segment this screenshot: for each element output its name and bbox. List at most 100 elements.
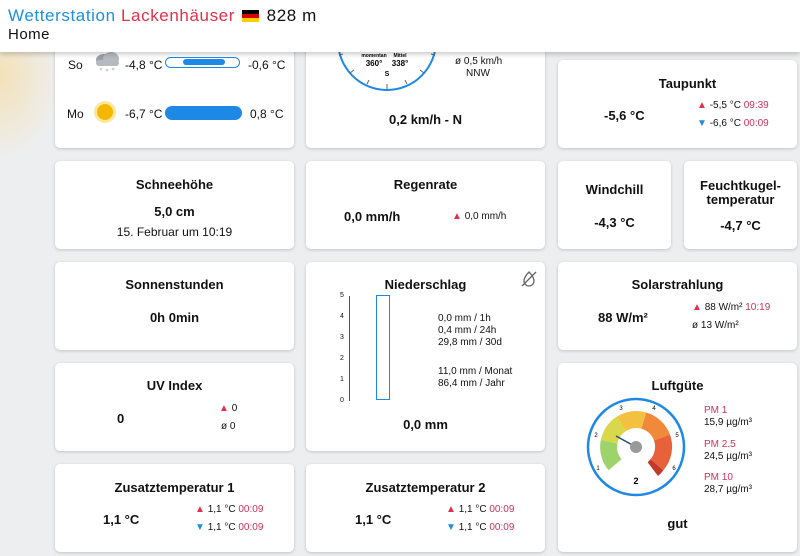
sun-icon: [94, 101, 116, 123]
gauge-label-3: 3: [619, 406, 623, 412]
gauge-label-2: 2: [594, 433, 598, 439]
solarstrahlung-title: Solarstrahlung: [631, 277, 724, 292]
wind-average: ø 0,5 km/h: [455, 56, 503, 67]
zusatztemperatur2-value: 1,1 °C: [355, 512, 392, 527]
taupunkt-card[interactable]: Taupunkt -5,6 °C ▲ -5,5 °C 09:39 ▼ -6,6 …: [558, 60, 797, 148]
pm1-value: 15,9 µg/m³: [704, 417, 753, 428]
forecast-min-so: -4,8 °C: [125, 58, 163, 72]
compass-mittel-value: 338°: [392, 59, 409, 68]
zusatztemperatur2-title: Zusatztemperatur 2: [365, 480, 486, 495]
cloudy-snow-icon: [96, 52, 119, 72]
windchill-title: Windchill: [585, 182, 644, 197]
niederschlag-value: 0,0 mm: [403, 417, 448, 432]
zusatztemperatur2-max: ▲ 1,1 °C 00:09: [446, 504, 515, 515]
taupunkt-max: ▲ -5,5 °C 09:39: [697, 100, 769, 111]
feuchtkugel-value: -4,7 °C: [720, 218, 761, 233]
germany-flag-icon: [242, 10, 260, 22]
zusatztemperatur1-title: Zusatztemperatur 1: [114, 480, 235, 495]
no-snow-icon[interactable]: [520, 270, 538, 288]
title-name: Lackenhäuser: [120, 6, 235, 25]
gauge-label-6: 6: [672, 466, 676, 472]
gauge-value: 2: [633, 476, 638, 486]
schneehoehe-value: 5,0 cm: [154, 204, 195, 219]
niederschlag-1h: 0,0 mm / 1h: [438, 313, 491, 324]
feuchtkugel-card[interactable]: Feuchtkugel- temperatur -4,7 °C: [684, 161, 797, 249]
min-arrow-icon: ▼: [697, 118, 707, 129]
solarstrahlung-average: ø 13 W/m²: [692, 320, 739, 331]
zusatztemperatur1-max: ▲ 1,1 °C 00:09: [195, 504, 264, 515]
regenrate-max: ▲ 0,0 mm/h: [452, 211, 507, 222]
uv-index-value: 0: [117, 411, 125, 426]
wind-value: 0,2 km/h - N: [389, 112, 462, 127]
niederschlag-jahr: 86,4 mm / Jahr: [438, 378, 505, 389]
niederschlag-card[interactable]: Niederschlag 5 4 3 2 1 0 0,0 mm / 1h 0,4…: [306, 262, 545, 451]
forecast-range-bar-so: [165, 57, 240, 68]
background-glow: [0, 40, 60, 160]
forecast-max-mo: 0,8 °C: [250, 107, 284, 121]
app-header: Wetterstation Lackenhäuser 828 m Home: [0, 0, 800, 52]
forecast-max-so: -0,6 °C: [248, 58, 286, 72]
title-station: Wetterstation: [8, 6, 116, 25]
axis-tick-1: 1: [340, 376, 344, 383]
air-quality-gauge: 1 2 3 4 5 6 2: [586, 397, 686, 497]
compass-momentan-label: momentan: [361, 53, 386, 59]
taupunkt-value: -5,6 °C: [604, 108, 645, 123]
max-arrow-icon: ▲: [692, 302, 702, 313]
regenrate-value: 0,0 mm/h: [344, 209, 401, 224]
page-title: Wetterstation Lackenhäuser 828 m: [8, 6, 317, 26]
luftguete-title: Luftgüte: [651, 378, 704, 393]
max-arrow-icon: ▲: [697, 100, 707, 111]
windchill-card[interactable]: Windchill -4,3 °C: [558, 161, 671, 249]
niederschlag-tube: [376, 295, 390, 400]
feuchtkugel-title-line2: temperatur: [706, 192, 775, 207]
pm1-label: PM 1: [704, 405, 728, 416]
zusatztemperatur1-card[interactable]: Zusatztemperatur 1 1,1 °C ▲ 1,1 °C 00:09…: [55, 464, 294, 552]
min-arrow-icon: ▼: [446, 522, 456, 533]
zusatztemperatur2-card[interactable]: Zusatztemperatur 2 1,1 °C ▲ 1,1 °C 00:09…: [306, 464, 545, 552]
breadcrumb-home[interactable]: Home: [8, 26, 51, 43]
pm10-label: PM 10: [704, 472, 733, 483]
niederschlag-monat: 11,0 mm / Monat: [438, 366, 513, 377]
uv-index-card[interactable]: UV Index 0 ▲ 0 ø 0: [55, 363, 294, 451]
uv-index-max: ▲ 0: [219, 403, 238, 414]
forecast-day-mo: Mo: [67, 107, 84, 121]
zusatztemperatur1-value: 1,1 °C: [103, 512, 140, 527]
regenrate-title: Regenrate: [393, 177, 458, 192]
min-arrow-icon: ▼: [195, 522, 205, 533]
sonnenstunden-title: Sonnenstunden: [125, 277, 224, 292]
schneehoehe-date: 15. Februar um 10:19: [116, 225, 233, 239]
max-arrow-icon: ▲: [195, 504, 205, 515]
gauge-label-4: 4: [652, 406, 656, 412]
sonnenstunden-card[interactable]: Sonnenstunden 0h 0min: [55, 262, 294, 350]
axis-tick-4: 4: [340, 313, 344, 320]
forecast-range-fill-so: [183, 59, 225, 65]
feuchtkugel-title-line1: Feuchtkugel-: [700, 178, 781, 193]
uv-index-title: UV Index: [146, 378, 203, 393]
max-arrow-icon: ▲: [219, 403, 229, 414]
niederschlag-30d: 29,8 mm / 30d: [438, 337, 502, 348]
pm25-value: 24,5 µg/m³: [704, 451, 753, 462]
gauge-label-5: 5: [675, 433, 679, 439]
regenrate-card[interactable]: Regenrate 0,0 mm/h ▲ 0,0 mm/h: [306, 161, 545, 249]
schneehoehe-title: Schneehöhe: [135, 177, 214, 192]
niederschlag-title: Niederschlag: [384, 277, 467, 292]
wind-average-direction: NNW: [466, 68, 490, 79]
forecast-range-bar-mo: [165, 106, 242, 120]
solarstrahlung-value: 88 W/m²: [598, 310, 648, 325]
axis-tick-3: 3: [340, 334, 344, 341]
uv-index-average: ø 0: [221, 421, 236, 432]
solarstrahlung-max: ▲ 88 W/m² 10:19: [692, 302, 771, 313]
forecast-min-mo: -6,7 °C: [125, 107, 163, 121]
luftguete-card[interactable]: Luftgüte 1 2 3 4 5 6 2 PM 1 15,9 µg/m³ P…: [558, 363, 797, 552]
luftguete-status: gut: [667, 516, 688, 531]
solarstrahlung-card[interactable]: Solarstrahlung 88 W/m² ▲ 88 W/m² 10:19 ø…: [558, 262, 797, 350]
pm10-value: 28,7 µg/m³: [704, 484, 753, 495]
niederschlag-axis: [349, 296, 350, 401]
axis-tick-2: 2: [340, 355, 344, 362]
axis-tick-5: 5: [340, 292, 344, 299]
forecast-day-so: So: [68, 58, 83, 72]
windchill-value: -4,3 °C: [594, 215, 635, 230]
title-altitude: 828 m: [266, 6, 317, 25]
sonnenstunden-value: 0h 0min: [149, 310, 200, 325]
schneehoehe-card[interactable]: Schneehöhe 5,0 cm 15. Februar um 10:19: [55, 161, 294, 249]
